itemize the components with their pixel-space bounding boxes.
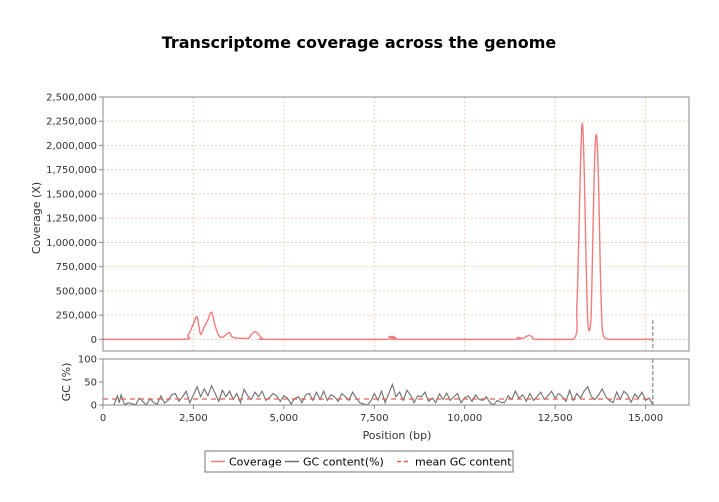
x-tick-label: 2,500 <box>179 413 208 424</box>
legend-label: GC content(%) <box>303 456 384 469</box>
coverage-line <box>103 122 653 341</box>
legend-label: mean GC content <box>415 456 512 469</box>
chart-legend: Coverage GC content(%) mean GC content <box>204 450 514 473</box>
coverage-tick-label: 1,250,000 <box>46 214 97 225</box>
coverage-tick-label: 1,750,000 <box>46 165 97 176</box>
coverage-tick-label: 2,000,000 <box>46 141 97 152</box>
gc-tick-label: 0 <box>91 401 97 412</box>
coverage-tick-label: 1,500,000 <box>46 189 97 200</box>
x-tick-label: 5,000 <box>270 413 299 424</box>
gc-tick-label: 100 <box>78 355 97 366</box>
gc-axis-label: GC (%) <box>60 363 73 402</box>
x-tick-label: 12,500 <box>538 413 573 424</box>
coverage-panel: 0 250,000 500,000 750,000 1,000,000 1,250,000… <box>46 93 690 352</box>
legend-box <box>204 450 514 473</box>
x-tick-label: 10,000 <box>447 413 482 424</box>
coverage-tick-label: 2,500,000 <box>46 93 97 104</box>
coverage-tick-label: 750,000 <box>56 262 97 273</box>
coverage-tick-label: 2,250,000 <box>46 117 97 128</box>
chart-title: Transcriptome coverage across the genome <box>162 33 557 52</box>
x-axis-label: Position (bp) <box>363 429 432 442</box>
coverage-tick-label: 0 <box>91 335 97 346</box>
coverage-tick-label: 250,000 <box>56 311 97 322</box>
gc-tick-label: 50 <box>84 378 97 389</box>
coverage-tick-label: 1,000,000 <box>46 238 97 249</box>
gc-panel: 0 50 100 0 2,500 5,000 7,500 10,000 12,500 15,000 <box>78 355 690 424</box>
x-tick-label: 7,500 <box>360 413 389 424</box>
x-tick-label: 15,000 <box>628 413 663 424</box>
coverage-tick-label: 500,000 <box>56 286 97 297</box>
gc-plot-area <box>103 359 689 405</box>
coverage-plot-border <box>102 96 690 352</box>
coverage-axis-label: Coverage (X) <box>30 182 43 254</box>
gc-content-line <box>103 382 654 406</box>
gc-plot-border <box>102 358 690 406</box>
x-tick-label: 0 <box>100 413 106 424</box>
legend-label: Coverage <box>229 456 282 469</box>
